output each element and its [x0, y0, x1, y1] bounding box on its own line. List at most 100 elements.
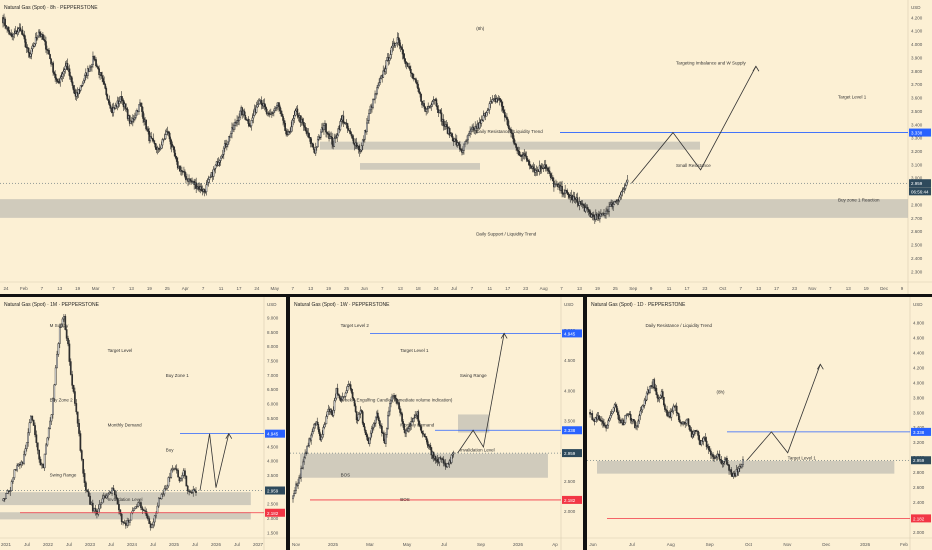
price-tag: [562, 426, 582, 435]
panel-divider: [286, 297, 290, 550]
candle-body: [189, 491, 192, 493]
x-tick-label: Sep: [629, 286, 638, 291]
candle-body: [683, 421, 686, 425]
annotation-label: Target Level 1: [400, 348, 429, 353]
candle-body: [710, 450, 712, 456]
candle-body: [58, 327, 61, 344]
candle-body: [108, 491, 111, 495]
candle-body: [164, 488, 167, 490]
y-tick-label: 3.500: [564, 418, 576, 423]
candle-body: [178, 166, 181, 172]
candle-body: [95, 59, 97, 67]
candle-body: [365, 434, 368, 438]
candle-body: [185, 176, 187, 181]
candle-body: [107, 99, 110, 101]
demand-zone: [0, 492, 251, 506]
candle-body: [737, 468, 740, 473]
candle-body: [289, 131, 292, 133]
candle-body: [91, 64, 93, 67]
candle-body: [113, 490, 116, 496]
candle-body: [649, 385, 651, 393]
candle-body: [104, 495, 107, 499]
candle-body: [741, 464, 743, 468]
y-tick-label: 9.000: [267, 316, 279, 321]
x-tick-label: 24: [434, 286, 440, 291]
candle-body: [89, 495, 91, 505]
candle-body: [410, 72, 413, 75]
candle-body: [112, 107, 115, 113]
candle-body: [369, 109, 371, 114]
candle-body: [409, 425, 412, 427]
candle-body: [255, 106, 258, 113]
x-tick-label: 2023: [85, 542, 96, 547]
candle-body: [633, 419, 635, 422]
candle-body: [153, 140, 156, 144]
y-tick-label: 4.200: [913, 365, 925, 370]
candle-body: [385, 60, 388, 70]
candle-body: [325, 416, 328, 425]
x-tick-label: May: [403, 542, 412, 547]
candle-body: [49, 420, 52, 429]
candle-body: [516, 147, 518, 151]
y-tick-label: 4.500: [564, 358, 576, 363]
candle-body: [361, 139, 364, 146]
candle-body: [10, 481, 13, 491]
candle-body: [621, 190, 624, 193]
candle-body: [20, 461, 23, 466]
candle-body: [609, 415, 612, 419]
candle-body: [445, 124, 448, 127]
candle-body: [397, 37, 400, 41]
x-tick-label: 13: [57, 286, 63, 291]
candle-body: [41, 463, 43, 466]
candle-body: [68, 68, 71, 76]
candle-body: [403, 423, 405, 430]
candle-body: [73, 89, 76, 95]
candle-body: [584, 207, 587, 212]
candle-body: [71, 374, 74, 386]
price-tag: [562, 449, 582, 458]
candle-body: [417, 411, 420, 422]
price-tag-label: 4.945: [267, 432, 279, 437]
candle-body: [400, 412, 402, 414]
candle-body: [78, 422, 80, 434]
candle-body: [2, 498, 5, 502]
candle-body: [24, 448, 27, 455]
candle-body: [140, 502, 142, 508]
candle-body: [510, 129, 512, 134]
candle-body: [432, 99, 435, 102]
candle-body: [389, 54, 392, 59]
candle-body: [267, 112, 270, 115]
candle-body: [653, 379, 656, 388]
candle-body: [306, 445, 308, 454]
candle-body: [28, 422, 31, 433]
candle-body: [305, 130, 308, 134]
candle-body: [563, 192, 565, 195]
candle-body: [74, 391, 76, 404]
candle-body: [409, 69, 412, 74]
candle-body: [178, 476, 181, 482]
candle-body: [368, 437, 371, 444]
candle-body: [256, 104, 259, 108]
candle-body: [372, 423, 375, 428]
candle-body: [426, 108, 429, 110]
price-tag-label: 06:56:44: [911, 189, 929, 194]
candle-body: [138, 502, 141, 504]
annotation-label: Target Level 2: [341, 323, 370, 328]
panel-title: Natural Gas (Spot) · 8h · PEPPERSTONE: [4, 5, 98, 11]
candle-body: [62, 71, 65, 75]
candle-body: [101, 498, 104, 504]
candle-body: [344, 392, 347, 397]
x-tick-label: 17: [236, 286, 242, 291]
candle-body: [629, 414, 632, 421]
candle-body: [153, 515, 156, 523]
candle-body: [312, 427, 315, 432]
candle-body: [421, 100, 423, 106]
candle-body: [145, 511, 148, 517]
candle-body: [634, 420, 636, 429]
candle-body: [594, 417, 597, 422]
candle-body: [302, 122, 305, 126]
candle-body: [608, 417, 611, 421]
candle-body: [316, 139, 319, 148]
candle-body: [329, 136, 331, 139]
candle-body: [220, 155, 223, 159]
